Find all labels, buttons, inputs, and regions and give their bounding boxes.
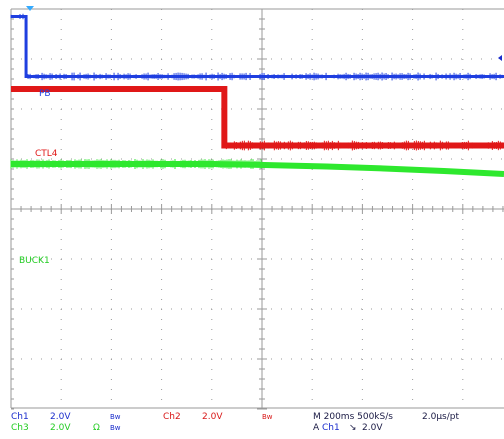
ch2-bandwidth-limit: Bw — [262, 413, 273, 421]
ch1-scale: 2.0V — [50, 412, 71, 422]
trigger-slope-icon: ↘ — [349, 423, 357, 433]
ch3-bandwidth-limit: Bw — [110, 424, 121, 432]
trigger-source-prefix: A — [313, 423, 320, 433]
trigger-markers — [26, 6, 502, 61]
ch1-noise — [10, 13, 503, 81]
sample-interval-readout: 2.0µs/pt — [422, 412, 460, 422]
ch2-scale: 2.0V — [202, 412, 223, 422]
ch3-noise — [10, 159, 262, 169]
trace-labels: PB CTL4 BUCK1 — [19, 89, 58, 266]
ch3-trace-label: BUCK1 — [19, 256, 50, 266]
graticule — [10, 8, 504, 410]
trigger-level-marker[interactable] — [498, 55, 502, 61]
trigger-channel: Ch1 — [322, 423, 340, 433]
trigger-level-readout: 2.0V — [362, 423, 383, 433]
ch3-name: Ch3 — [11, 423, 29, 433]
ch1-bandwidth-limit: Bw — [110, 413, 121, 421]
ch1-trace-label: PB — [39, 89, 51, 99]
ch3-waveform — [11, 161, 504, 177]
ch1-waveform — [11, 15, 504, 78]
ch2-noise — [225, 140, 503, 151]
ch3-scale: 2.0V — [50, 423, 71, 433]
ch2-waveform — [11, 86, 504, 149]
timebase-readout: M 200ms 500kS/s — [313, 412, 393, 422]
trigger-position-marker[interactable] — [26, 6, 34, 11]
ch2-trace-label: CTL4 — [35, 149, 58, 159]
ch2-name: Ch2 — [163, 412, 181, 422]
waveforms — [10, 13, 504, 177]
ch1-name: Ch1 — [11, 412, 29, 422]
ch3-impedance-icon: Ω — [93, 423, 100, 433]
